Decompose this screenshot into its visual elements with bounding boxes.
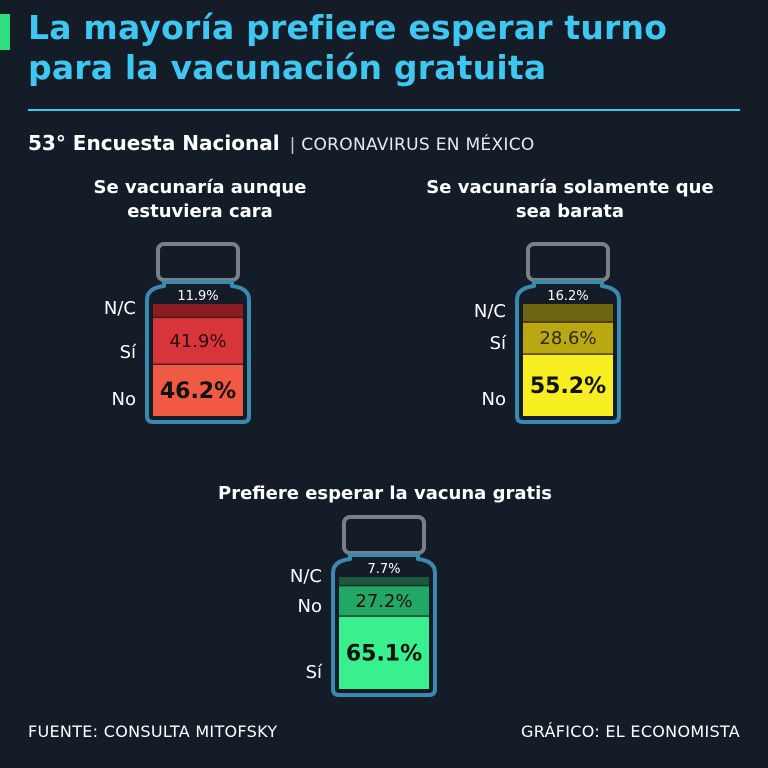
- vial-outline: [331, 553, 437, 697]
- subtitle-separator: |: [289, 135, 296, 155]
- survey-name: 53° Encuesta Nacional: [28, 131, 280, 155]
- vial-cap: [526, 242, 610, 282]
- cat-label-no: No: [297, 596, 322, 617]
- subtitle: 53° Encuesta Nacional | CORONAVIRUS EN MÉX…: [28, 130, 535, 158]
- cat-label-si: Sí: [119, 342, 136, 363]
- segment-value-label: 46.2%: [160, 379, 236, 404]
- vial-segment: [153, 304, 243, 318]
- vial-segment: [523, 322, 613, 355]
- source-note: FUENTE: CONSULTA MITOFSKY: [28, 722, 278, 741]
- segment-value-label: 11.9%: [177, 289, 218, 304]
- segment-value-label: 27.2%: [355, 591, 412, 612]
- segment-value-label: 7.7%: [367, 562, 400, 577]
- panel-title-gratis: Prefiere esperar la vacuna gratis: [218, 483, 552, 504]
- cat-label-nc: N/C: [289, 566, 322, 587]
- cat-label-si: Sí: [305, 662, 322, 683]
- vial-cap: [342, 515, 426, 555]
- page-title: La mayoría prefiere esperar turno para l…: [28, 8, 668, 87]
- segment-value-label: 16.2%: [547, 289, 588, 304]
- panel-title-barata: Se vacunaría solamente que sea barata: [426, 177, 714, 222]
- cat-label-si: Sí: [489, 333, 506, 354]
- cat-label-nc: N/C: [103, 298, 136, 319]
- segment-value-label: 28.6%: [539, 328, 596, 349]
- vial-segment: [339, 577, 429, 586]
- cat-label-no: No: [481, 389, 506, 410]
- title-divider: [28, 109, 740, 111]
- vial-outline: [145, 280, 251, 424]
- segment-value-label: 41.9%: [169, 331, 226, 352]
- cat-label-no: No: [111, 389, 136, 410]
- vial-segment: [523, 354, 613, 416]
- segment-value-label: 55.2%: [530, 374, 606, 399]
- vial-segment: [339, 616, 429, 689]
- vial-segment: [339, 585, 429, 617]
- survey-topic: CORONAVIRUS EN MÉXICO: [301, 135, 535, 155]
- vial-segment: [153, 364, 243, 416]
- panel-title-cara: Se vacunaría aunque estuviera cara: [93, 177, 307, 222]
- vial-outline: [515, 280, 621, 424]
- cat-label-nc: N/C: [473, 301, 506, 322]
- accent-bar: [0, 14, 10, 50]
- credit-note: GRÁFICO: EL ECONOMISTA: [521, 722, 740, 741]
- vial-segment: [523, 304, 613, 323]
- vial-segment: [153, 317, 243, 365]
- segment-value-label: 65.1%: [346, 642, 422, 667]
- vial-cap: [156, 242, 240, 282]
